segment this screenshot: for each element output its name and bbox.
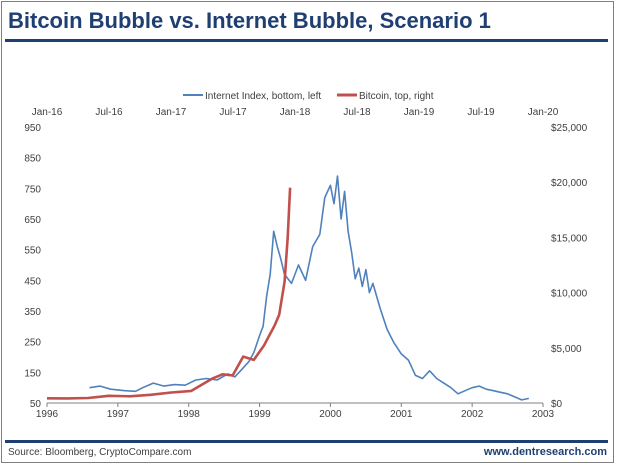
chart-title: Bitcoin Bubble vs. Internet Bubble, Scen…	[8, 8, 491, 33]
y-left-tick-label: 650	[24, 215, 41, 226]
y-left-tick-label: 850	[24, 154, 41, 165]
x-top-tick-label: Jul-19	[467, 107, 495, 118]
x-top-tick-label: Jan-20	[528, 107, 559, 118]
y-left-tick-label: 50	[30, 399, 42, 410]
site-url: www.dentresearch.com	[483, 446, 607, 458]
legend-bitcoin-label: Bitcoin, top, right	[359, 91, 434, 102]
x-bottom-tick-label: 1998	[178, 409, 201, 420]
x-top-tick-label: Jul-16	[95, 107, 123, 118]
title-rule	[5, 39, 608, 42]
y-left-tick-label: 550	[24, 246, 41, 257]
x-bottom-tick-label: 2003	[532, 409, 555, 420]
y-right-tick-label: $25,000	[551, 123, 588, 134]
y-left-tick-label: 250	[24, 338, 41, 349]
x-top-tick-label: Jan-19	[404, 107, 435, 118]
x-bottom-tick-label: 1996	[36, 409, 59, 420]
y-right-tick-label: $10,000	[551, 289, 588, 300]
x-top-tick-label: Jul-18	[343, 107, 371, 118]
y-left-tick-label: 350	[24, 307, 41, 318]
y-right-tick-label: $0	[551, 399, 563, 410]
y-left-tick-label: 450	[24, 276, 41, 287]
y-left-tick-label: 150	[24, 368, 41, 379]
y-left-tick-label: 950	[24, 123, 41, 134]
y-right-tick-label: $15,000	[551, 233, 588, 244]
bitcoin-line	[46, 187, 292, 400]
legend-internet-label: Internet Index, bottom, left	[205, 91, 321, 102]
x-bottom-tick-label: 1997	[107, 409, 130, 420]
y-right-tick-label: $20,000	[551, 178, 588, 189]
x-bottom-tick-label: 2000	[319, 409, 342, 420]
y-left-tick-label: 750	[24, 184, 41, 195]
x-top-tick-label: Jan-17	[156, 107, 187, 118]
internet-index-line	[89, 175, 529, 401]
y-right-tick-label: $5,000	[551, 344, 582, 355]
source-note: Source: Bloomberg, CryptoCompare.com	[8, 447, 192, 458]
x-top-tick-label: Jan-16	[32, 107, 63, 118]
x-bottom-tick-label: 1999	[248, 409, 271, 420]
x-top-tick-label: Jul-17	[219, 107, 247, 118]
x-bottom-tick-label: 2001	[390, 409, 413, 420]
footer-rule	[5, 440, 608, 443]
x-top-tick-label: Jan-18	[280, 107, 311, 118]
x-bottom-tick-label: 2002	[461, 409, 484, 420]
